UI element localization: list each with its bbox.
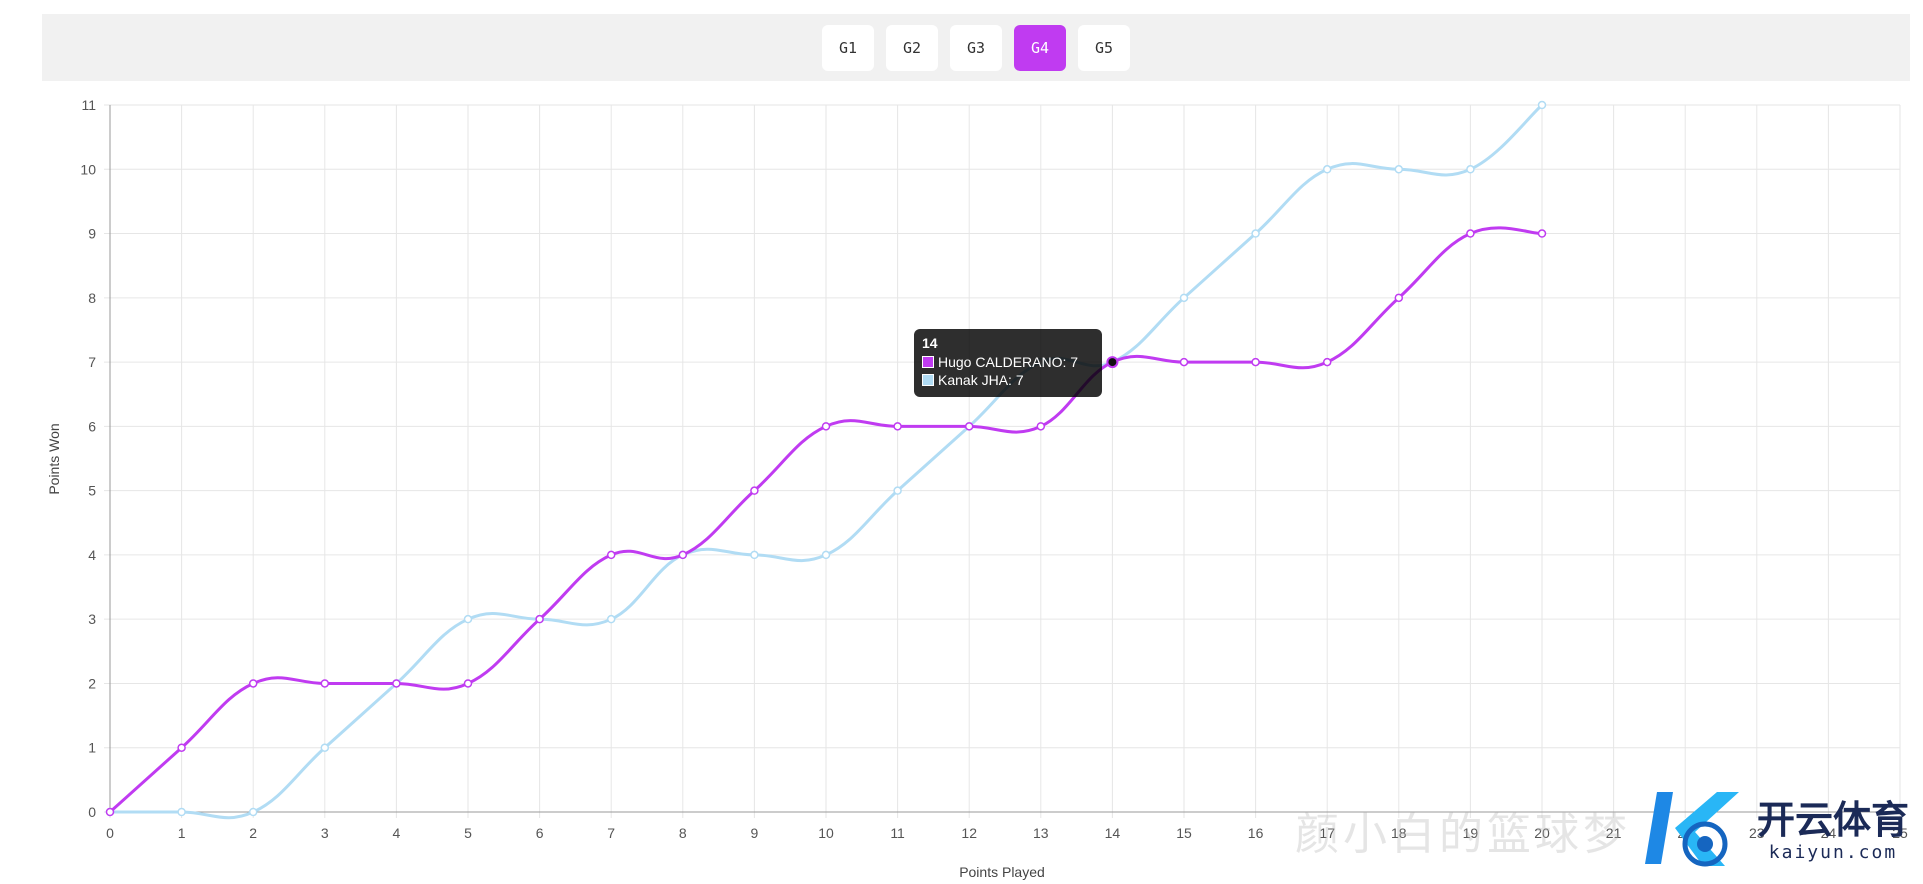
x-tick-label: 19: [1463, 825, 1479, 841]
tab-g2[interactable]: G2: [886, 24, 938, 71]
data-point-hugo-calderano[interactable]: [750, 486, 759, 495]
data-point-kanak-jha[interactable]: [606, 614, 616, 624]
data-point-kanak-jha[interactable]: [1537, 100, 1547, 110]
tab-g1[interactable]: G1: [822, 24, 874, 71]
y-tick-label: 2: [88, 675, 96, 691]
data-point-kanak-jha[interactable]: [463, 614, 473, 624]
data-point-kanak-jha[interactable]: [1251, 229, 1260, 238]
data-point-hugo-calderano[interactable]: [392, 679, 401, 688]
data-point-hugo-calderano[interactable]: [1322, 357, 1332, 367]
watermark-brand: 开云体育 kaiyun.com: [1757, 798, 1909, 863]
x-tick-label: 16: [1248, 825, 1264, 841]
y-tick-label: 8: [88, 290, 96, 306]
x-tick-label: 0: [106, 825, 114, 841]
data-point-kanak-jha[interactable]: [177, 807, 186, 817]
data-point-kanak-jha[interactable]: [1466, 165, 1475, 174]
tooltip-row: Hugo CALDERANO: 7: [922, 353, 1094, 371]
data-point-kanak-jha[interactable]: [821, 550, 831, 560]
x-tick-label: 1: [178, 825, 186, 841]
data-point-hugo-calderano[interactable]: [1394, 293, 1404, 303]
tooltip-title: 14: [922, 335, 938, 351]
hover-tooltip: 14 Hugo CALDERANO: 7 Kanak JHA: 7: [914, 329, 1102, 397]
x-tick-label: 23: [1749, 825, 1765, 841]
data-point-hugo-calderano[interactable]: [1036, 422, 1046, 431]
y-tick-label: 4: [88, 547, 96, 563]
data-point-hugo-calderano[interactable]: [678, 550, 688, 560]
data-point-kanak-jha[interactable]: [1179, 293, 1189, 303]
watermark-brand-cn: 开云体育: [1756, 797, 1909, 842]
x-tick-label: 25: [1892, 825, 1908, 841]
x-tick-label: 21: [1606, 825, 1622, 841]
y-axis-title: Points Won: [46, 423, 62, 494]
x-tick-label: 8: [679, 825, 687, 841]
tab-g5[interactable]: G5: [1078, 24, 1130, 71]
y-tick-label: 1: [88, 740, 96, 756]
tooltip-text-jha: Kanak JHA: 7: [938, 372, 1024, 388]
y-tick-label: 5: [88, 483, 96, 499]
x-tick-label: 5: [464, 825, 472, 841]
x-tick-label: 18: [1391, 825, 1407, 841]
y-tick-label: 9: [88, 226, 96, 242]
x-tick-label: 24: [1821, 825, 1837, 841]
x-tick-label: 7: [607, 825, 615, 841]
data-point-hugo-calderano[interactable]: [1251, 357, 1260, 367]
data-point-kanak-jha[interactable]: [1394, 165, 1404, 174]
data-point-kanak-jha[interactable]: [893, 486, 902, 495]
x-tick-label: 14: [1105, 825, 1121, 841]
data-point-hugo-calderano[interactable]: [535, 614, 544, 624]
y-tick-label: 6: [88, 418, 96, 434]
x-tick-label: 13: [1033, 825, 1049, 841]
x-tick-label: 3: [321, 825, 329, 841]
watermark-ghost-text: 颜小白的篮球梦: [1294, 809, 1631, 860]
data-point-hugo-calderano[interactable]: [606, 550, 616, 560]
y-tick-label: 3: [88, 611, 96, 627]
x-tick-label: 10: [818, 825, 834, 841]
tab-g3[interactable]: G3: [950, 24, 1002, 71]
x-tick-label: 17: [1319, 825, 1335, 841]
data-point-hugo-calderano[interactable]: [105, 807, 115, 817]
x-tick-label: 4: [393, 825, 401, 841]
watermark: 颜小白的篮球梦 开云体育 kaiyun.com: [1295, 784, 1909, 876]
tooltip-swatch-calderano: [922, 356, 934, 368]
data-point-kanak-jha[interactable]: [320, 743, 330, 752]
tooltip-text-calderano: Hugo CALDERANO: 7: [938, 354, 1079, 370]
data-point-kanak-jha[interactable]: [248, 807, 258, 817]
series-line-hugo-calderano: [108, 226, 1543, 814]
data-point-hugo-calderano[interactable]: [893, 422, 902, 431]
y-tick-label: 0: [88, 804, 96, 820]
data-point-kanak-jha[interactable]: [750, 550, 759, 560]
hovered-data-point[interactable]: [1106, 356, 1119, 369]
game-tab-bar: G1 G2 G3 G4 G5: [42, 14, 1910, 81]
data-point-kanak-jha[interactable]: [1322, 165, 1332, 174]
x-tick-label: 6: [536, 825, 544, 841]
tab-g4[interactable]: G4: [1014, 24, 1066, 71]
series-line-kanak-jha: [110, 103, 1544, 820]
data-point-hugo-calderano[interactable]: [821, 422, 831, 431]
data-point-hugo-calderano[interactable]: [1179, 357, 1189, 367]
watermark-brand-en: kaiyun.com: [1768, 841, 1898, 863]
data-point-hugo-calderano[interactable]: [177, 743, 186, 752]
x-tick-label: 2: [249, 825, 257, 841]
x-tick-label: 11: [890, 825, 905, 841]
y-tick-label: 7: [88, 354, 96, 370]
x-tick-label: 12: [961, 825, 977, 841]
x-tick-label: 20: [1534, 825, 1550, 841]
kaiyun-logo-icon: [1644, 792, 1739, 867]
x-tick-label: 15: [1176, 825, 1192, 841]
x-tick-label: 9: [751, 825, 759, 841]
y-tick-label: 11: [81, 97, 96, 113]
x-axis-title: Points Played: [959, 864, 1045, 880]
data-point-hugo-calderano[interactable]: [1537, 229, 1547, 238]
tooltip-swatch-jha: [922, 374, 934, 386]
tooltip-row: Kanak JHA: 7: [922, 371, 1094, 389]
data-point-hugo-calderano[interactable]: [1466, 229, 1475, 238]
data-point-hugo-calderano[interactable]: [964, 422, 974, 431]
y-tick-label: 10: [80, 161, 96, 177]
data-point-hugo-calderano[interactable]: [320, 679, 330, 688]
data-point-hugo-calderano[interactable]: [463, 679, 473, 688]
data-point-hugo-calderano[interactable]: [248, 679, 258, 688]
